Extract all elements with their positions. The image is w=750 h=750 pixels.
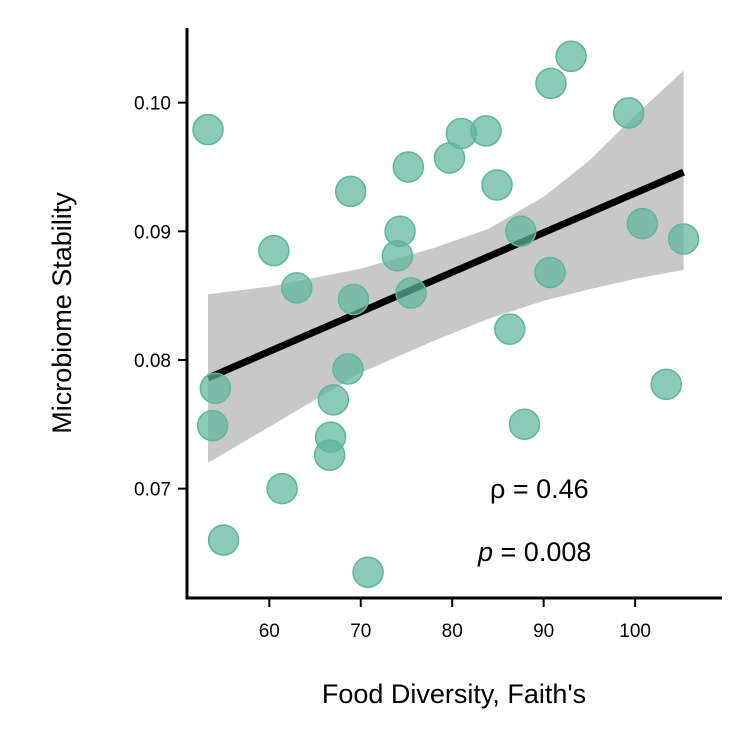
data-point-17 <box>392 151 425 183</box>
regression-line <box>206 168 685 382</box>
data-point-9 <box>313 439 346 471</box>
rho-annotation: ρ = 0.46 <box>490 474 589 504</box>
data-point-27 <box>535 67 567 100</box>
rho-symbol: ρ <box>490 474 505 504</box>
y-tick-label-0.09: 0.09 <box>134 222 171 243</box>
p-symbol: p <box>477 537 493 567</box>
data-point-6 <box>266 472 298 505</box>
data-point-3 <box>196 409 229 442</box>
data-point-28 <box>555 40 587 73</box>
data-point-1 <box>192 113 224 146</box>
data-points-layer <box>192 40 700 589</box>
data-point-18 <box>395 277 427 309</box>
data-point-31 <box>650 368 682 401</box>
p-value: = 0.008 <box>493 537 591 567</box>
x-tick-label-100: 100 <box>619 621 651 642</box>
data-point-14 <box>352 556 384 589</box>
regression-line-layer <box>206 168 685 382</box>
y-tick-label-0.08: 0.08 <box>134 351 171 372</box>
y-axis-title: Microbiome Stability <box>47 192 77 434</box>
confidence-band-layer <box>208 70 684 463</box>
y-tick-label-0.10: 0.10 <box>134 94 171 115</box>
x-tick-label-90: 90 <box>533 621 554 642</box>
x-tick-label-70: 70 <box>350 621 371 642</box>
data-point-11 <box>332 353 364 385</box>
axes-layer: 60 70 80 90 100 0.07 0.08 0.09 0.10 <box>134 28 722 642</box>
data-point-24 <box>505 215 537 248</box>
y-tick-label-0.07: 0.07 <box>134 480 171 501</box>
p-annotation: p = 0.008 <box>477 537 591 567</box>
data-point-5 <box>258 234 290 267</box>
data-point-23 <box>494 313 526 345</box>
data-point-13 <box>337 283 370 316</box>
x-axis-title: Food Diversity, Faith's <box>322 679 586 709</box>
x-tick-label-60: 60 <box>259 621 280 642</box>
rho-value: = 0.46 <box>505 474 588 504</box>
data-point-2 <box>199 372 232 405</box>
data-point-21 <box>470 115 502 147</box>
x-tick-label-80: 80 <box>442 621 463 642</box>
confidence-band <box>208 70 684 463</box>
data-point-26 <box>534 256 566 289</box>
data-point-16 <box>384 215 416 248</box>
data-point-25 <box>508 408 541 441</box>
data-point-29 <box>612 97 645 129</box>
data-point-10 <box>317 384 350 416</box>
data-point-32 <box>667 223 700 255</box>
data-point-7 <box>280 272 313 304</box>
data-point-4 <box>207 524 240 556</box>
data-point-30 <box>626 207 659 240</box>
data-point-22 <box>481 169 513 201</box>
data-point-12 <box>334 175 367 208</box>
